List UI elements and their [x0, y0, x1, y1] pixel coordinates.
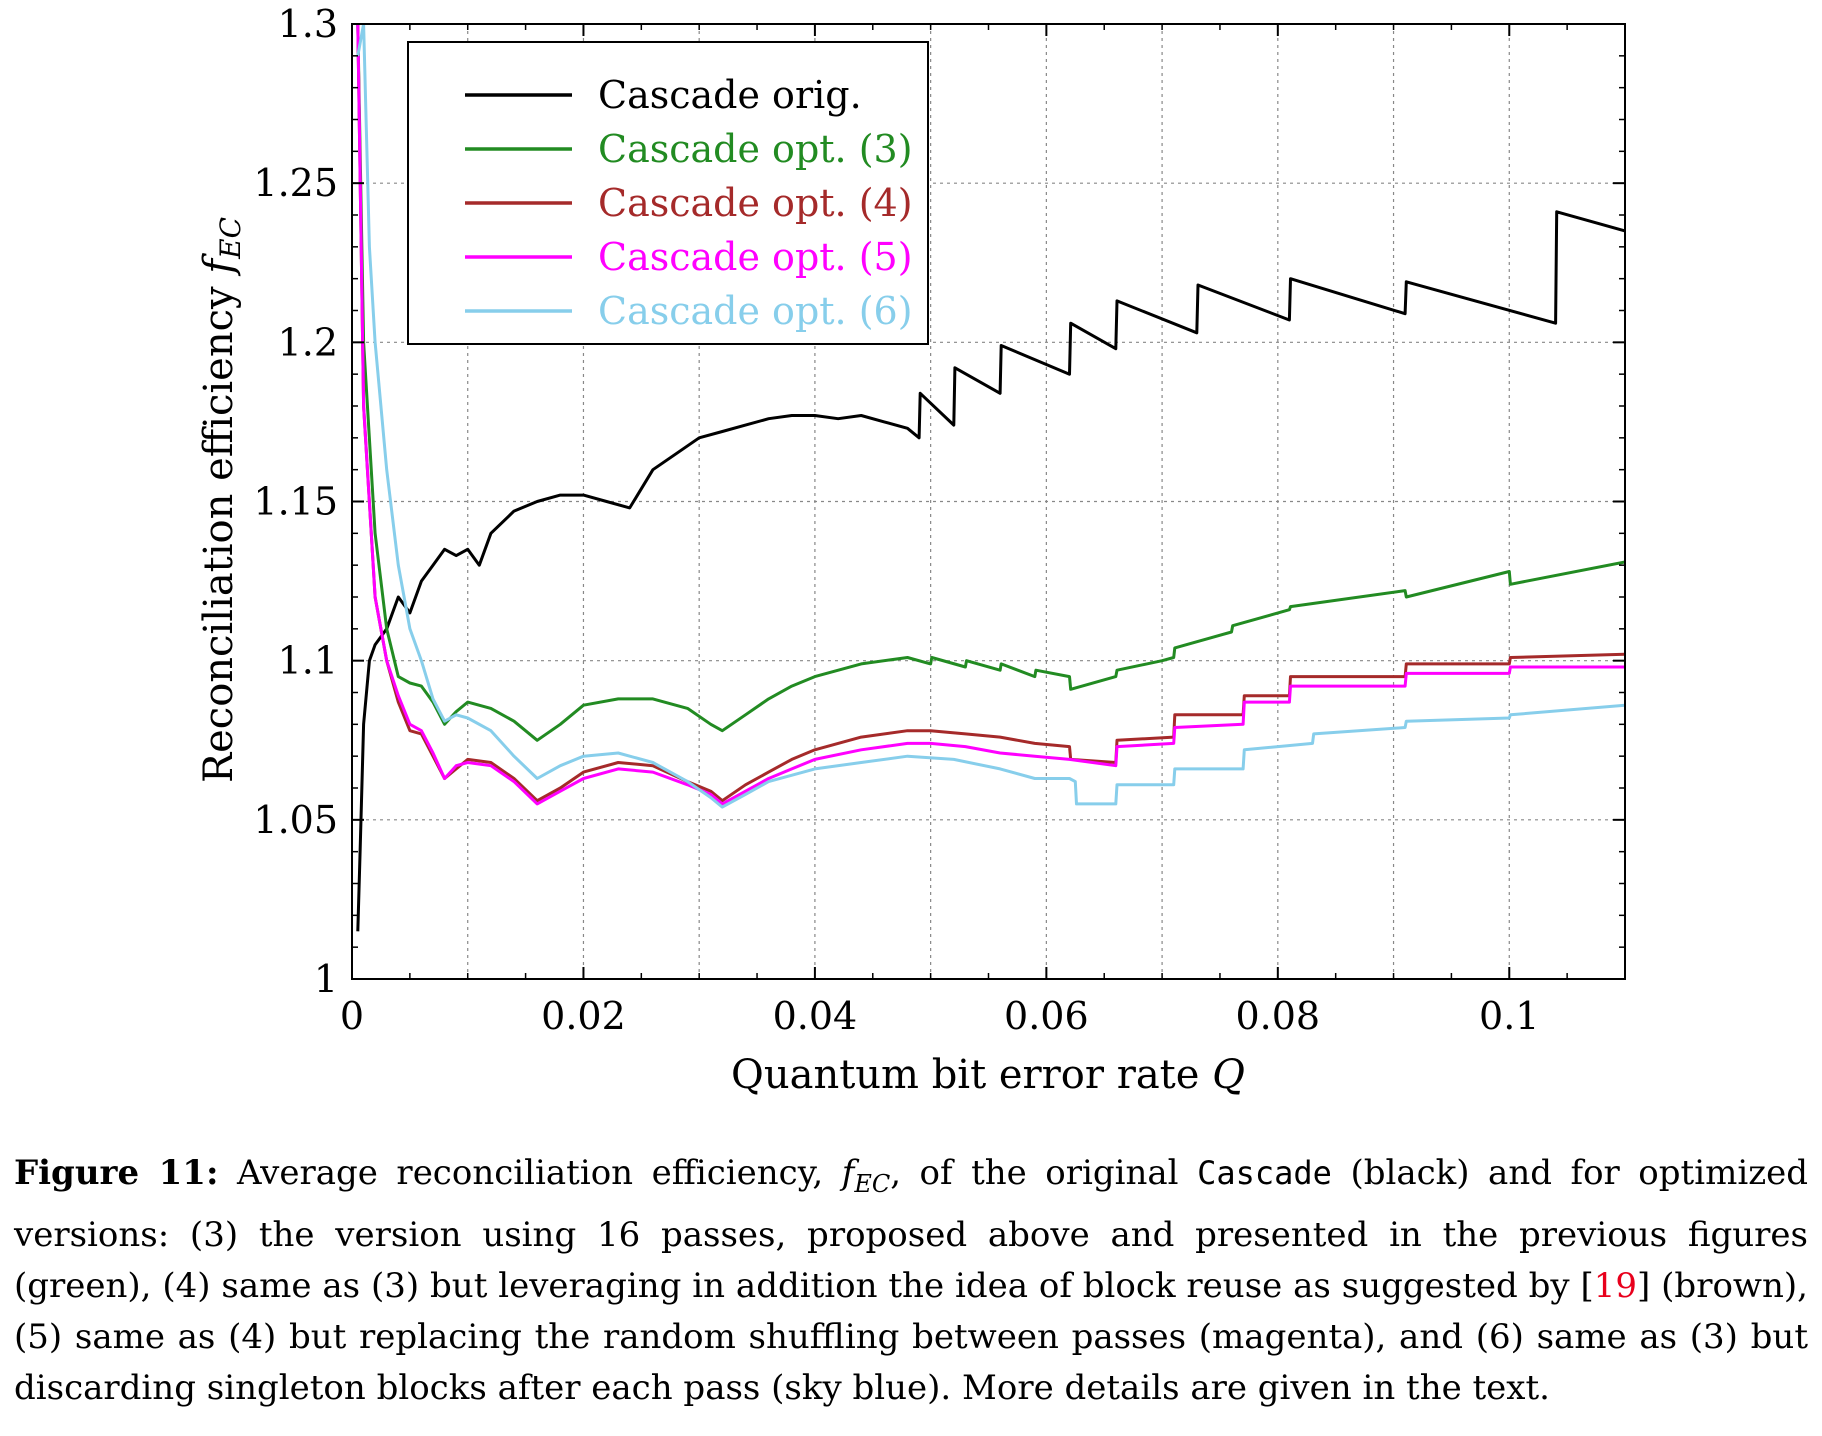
ticks-group: 0 0.02 0.04 0.06 0.08 0.1 1 1.05 1.1 1.15 1.2 1.25 1… [253, 2, 1625, 1038]
series-line-4 [356, 24, 1625, 806]
y-tick-label-0: 1 [314, 957, 338, 1001]
x-tick-label-4: 0.08 [1236, 994, 1321, 1038]
x-tick-label-0: 0 [340, 994, 364, 1038]
legend-box [407, 41, 929, 345]
legend-label-5: Cascade opt. (6) [598, 289, 913, 333]
series-line-1 [356, 210, 1625, 932]
caption-text-2: , of the original [890, 1153, 1198, 1193]
y-axis-label: Reconciliation efficiency fEC [196, 217, 247, 783]
y-tick-label-1: 1.05 [253, 798, 338, 842]
y-tick-label-4: 1.2 [278, 320, 338, 364]
x-tick-label-3: 0.06 [1004, 994, 1089, 1038]
caption-text-4: ] (brown), (5) same as (4) but replacing… [14, 1265, 1808, 1408]
x-tick-label-2: 0.04 [773, 994, 858, 1038]
x-tick-label-5: 0.1 [1479, 994, 1539, 1038]
y-tick-label-6: 1.3 [278, 2, 338, 46]
caption-cascade: Cascade [1197, 1154, 1332, 1192]
y-tick-label-3: 1.15 [253, 480, 338, 524]
figure-chart: 0 0.02 0.04 0.06 0.08 0.1 1 1.05 1.1 1.15 1.2 1.25 1… [196, 2, 1626, 1098]
x-tick-label-1: 0.02 [541, 994, 626, 1038]
legend-label-3: Cascade opt. (4) [598, 181, 913, 225]
y-tick-label-2: 1.1 [278, 639, 338, 683]
caption-math-f: f [841, 1153, 855, 1193]
caption-text-1: Average reconciliation efficiency, [218, 1153, 842, 1193]
caption-ref-link[interactable]: 19 [1593, 1265, 1638, 1306]
legend-label-2: Cascade opt. (3) [598, 127, 913, 171]
caption-text-3: (black) and for optimized versions: (3) … [14, 1153, 1808, 1306]
x-axis-label: Quantum bit error rate Q [731, 1052, 1245, 1098]
y-tick-label-5: 1.25 [253, 161, 338, 205]
caption-math-sub: EC [854, 1169, 891, 1198]
legend-label-4: Cascade opt. (5) [598, 235, 913, 279]
series-line-5 [356, 24, 1625, 809]
figure-caption: Figure 11: Average reconciliation effici… [14, 1148, 1808, 1414]
series-group [356, 24, 1625, 932]
caption-label: Figure 11: [14, 1153, 219, 1193]
legend-label-1: Cascade orig. [598, 73, 862, 117]
legend: Cascade orig. Cascade opt. (3) Cascade opt… [407, 41, 929, 345]
